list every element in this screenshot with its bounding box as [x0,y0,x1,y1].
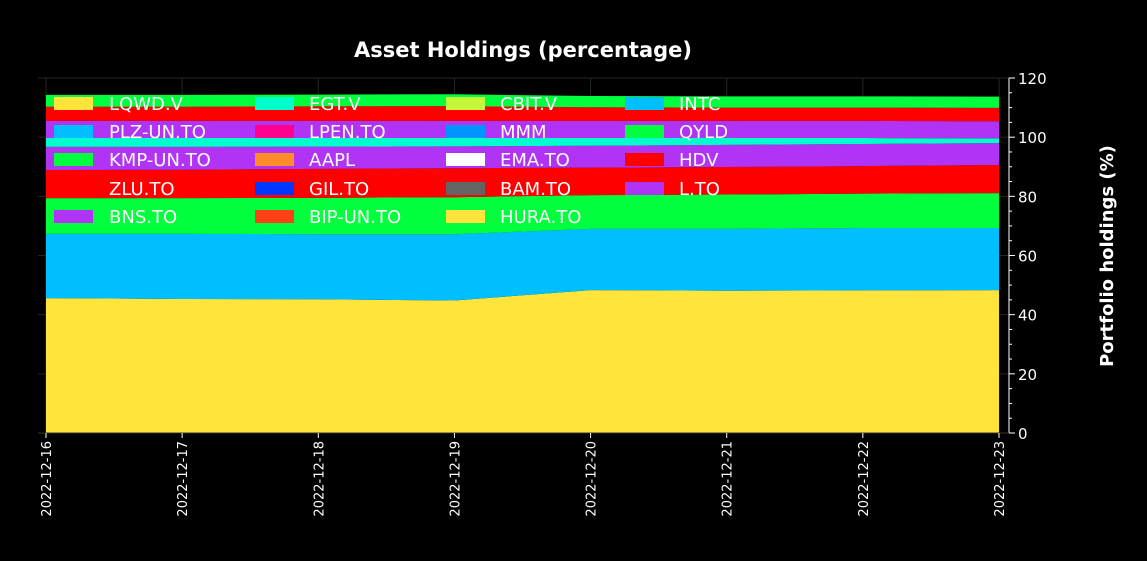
legend-label: L.TO [679,179,720,200]
legend-label: INTC [679,94,720,115]
x-tick-label: 2022-12-23 [993,441,1008,517]
legend-swatch [446,97,485,110]
legend-label: LQWD.V [109,94,184,115]
legend-item: AAPL [255,150,355,171]
legend-swatch [255,97,294,110]
areas [46,94,999,433]
legend-swatch [255,153,294,166]
y-tick-label: 100 [1018,129,1047,147]
y-tick-label: 40 [1018,307,1037,325]
legend-item: HURA.TO [446,207,581,228]
y-tick-label: 0 [1018,425,1028,443]
y-axis-label: Portfolio holdings (%) [1097,145,1118,367]
legend-label: MMM [500,122,547,143]
legend-swatch [446,125,485,138]
x-tick-label: 2022-12-21 [721,441,736,517]
legend-label: QYLD [679,122,728,143]
y-tick-label: 60 [1018,248,1037,266]
legend-item: BNS.TO [54,207,177,228]
legend-item: INTC [625,94,720,115]
legend-label: CBIT.V [500,94,558,115]
legend-swatch [54,182,93,195]
legend-swatch [255,210,294,223]
y-tick-label: 80 [1018,188,1037,206]
legend-swatch [625,153,664,166]
legend-item: BAM.TO [446,179,571,200]
x-tick-label: 2022-12-20 [585,441,600,517]
legend-label: EMA.TO [500,150,570,171]
legend-swatch [255,125,294,138]
legend-swatch [625,182,664,195]
x-tick-label: 2022-12-16 [40,441,55,517]
legend-item: MMM [446,122,547,143]
legend-swatch [54,153,93,166]
legend-swatch [255,182,294,195]
legend-label: HURA.TO [500,207,581,228]
legend-label: KMP-UN.TO [109,150,211,171]
legend-item: LPEN.TO [255,122,386,143]
legend-swatch [625,97,664,110]
x-tick-label: 2022-12-19 [448,441,463,517]
x-tick-label: 2022-12-17 [176,441,191,517]
legend-swatch [446,182,485,195]
legend-item: KMP-UN.TO [54,150,211,171]
area-kmp-un-to [46,193,999,235]
legend-label: PLZ-UN.TO [109,122,206,143]
legend-label: BAM.TO [500,179,571,200]
legend-item: L.TO [625,179,720,200]
legend-item: HDV [625,150,719,171]
legend-label: EGT.V [309,94,361,115]
x-tick-label: 2022-12-22 [857,441,872,517]
legend-label: HDV [679,150,719,171]
x-tick-label: 2022-12-18 [312,441,327,517]
axes: 0 20 40 60 80 100 120 2022-12-16 2022-12-17 2022-… [38,70,1047,517]
y-tick-label: 120 [1018,70,1047,88]
legend-label: GIL.TO [309,179,369,200]
legend-item: BIP-UN.TO [255,207,401,228]
legend-swatch [446,210,485,223]
legend-item: GIL.TO [255,179,369,200]
legend-swatch [446,153,485,166]
legend-label: LPEN.TO [309,122,386,143]
legend-label: BIP-UN.TO [309,207,401,228]
legend-item: QYLD [625,122,728,143]
legend-swatch [54,97,93,110]
legend-label: ZLU.TO [109,179,175,200]
area-plz-un-to [46,227,999,301]
y-tick-label: 20 [1018,366,1037,384]
area-egt-v [46,138,999,147]
area-lqwd-v [46,290,999,433]
legend-item: LQWD.V [54,94,184,115]
chart-title: Asset Holdings (percentage) [354,38,692,62]
legend-label: AAPL [309,150,355,171]
legend-swatch [54,125,93,138]
legend-item: ZLU.TO [54,179,175,200]
legend-item: PLZ-UN.TO [54,122,206,143]
legend-item: CBIT.V [446,94,558,115]
legend-item: EGT.V [255,94,361,115]
legend-swatch [625,125,664,138]
legend-swatch [54,210,93,223]
legend-label: BNS.TO [109,207,177,228]
legend-item: EMA.TO [446,150,570,171]
legend: LQWD.V PLZ-UN.TO KMP-UN.TO ZLU.TO BNS.TO EGT.… [54,94,728,228]
